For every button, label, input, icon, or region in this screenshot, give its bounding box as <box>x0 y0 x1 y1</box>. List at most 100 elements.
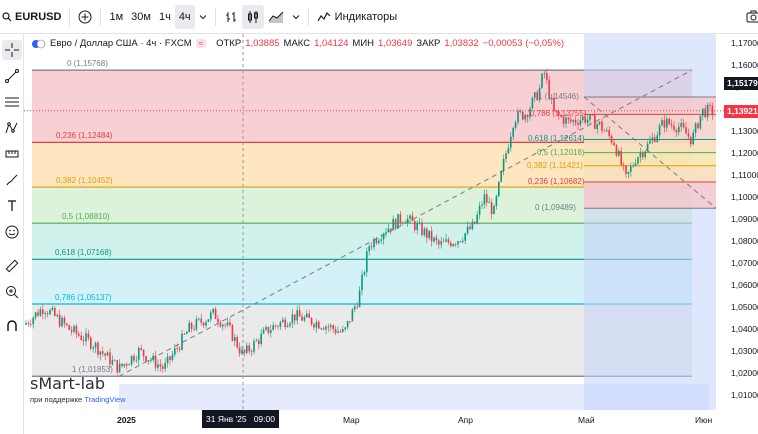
candle-down <box>58 315 61 327</box>
fib-level-label: 0,786 (1,05137) <box>55 292 112 302</box>
candle-up <box>320 328 322 330</box>
candle-down <box>673 125 675 130</box>
trendline-tool[interactable] <box>2 66 22 86</box>
time-axis[interactable]: 2025 31 Янв '25 09:00 Мар Апр Май Июн <box>24 410 724 434</box>
candle-down <box>274 325 277 327</box>
fib-level-label: 0,382 (1,10452) <box>56 176 113 186</box>
bar-style-button[interactable] <box>220 5 242 29</box>
forecast-tool[interactable] <box>2 144 22 164</box>
interval-4h[interactable]: 4ч <box>174 4 195 29</box>
candle-up <box>246 345 248 353</box>
candle-down <box>248 345 250 352</box>
area-button[interactable] <box>264 5 288 29</box>
candle-down <box>140 348 142 350</box>
candle-up <box>361 274 363 291</box>
chart-canvas[interactable] <box>24 34 724 410</box>
text-tool[interactable] <box>2 196 22 216</box>
fib-small-zone <box>584 96 716 115</box>
candle-down <box>430 230 433 242</box>
candle-down <box>114 360 116 361</box>
candle-down <box>411 215 414 222</box>
brush-tool[interactable] <box>2 170 22 190</box>
candle-up <box>279 322 282 327</box>
drawing-toolbar <box>0 34 24 434</box>
measure-tool[interactable] <box>2 256 22 276</box>
candle-down <box>567 117 570 120</box>
candle-up <box>565 117 567 124</box>
candle-up <box>303 317 306 321</box>
magnet-tool[interactable] <box>2 316 22 336</box>
candle-up <box>498 181 500 197</box>
candle-down <box>519 111 522 112</box>
fib-small-trendline <box>583 96 717 209</box>
candle-up <box>582 116 584 121</box>
candle-down <box>238 347 241 354</box>
candle-up <box>507 147 510 154</box>
pattern-tool[interactable] <box>2 118 22 138</box>
chart-pane[interactable] <box>24 34 724 410</box>
fib-small-level-label: 0,5 (1,12018) <box>537 147 585 157</box>
fib-small-zone <box>584 165 716 182</box>
candle-up <box>644 151 646 157</box>
price-tick: 1,11000 <box>731 170 758 180</box>
emoji-tool[interactable] <box>2 222 22 242</box>
price-tick: 1,05000 <box>731 302 758 312</box>
screenshot-button[interactable] <box>742 5 758 29</box>
interval-30m[interactable]: 30м <box>131 10 151 23</box>
low-label: МИН <box>352 38 375 49</box>
candle-down <box>178 348 181 350</box>
indicators-button[interactable]: Индикаторы <box>313 5 402 29</box>
candle-up <box>212 308 214 313</box>
candle-up <box>270 330 272 333</box>
crosshair-tool[interactable] <box>2 40 22 60</box>
fib-tool[interactable] <box>2 92 22 112</box>
candle-down <box>548 79 550 99</box>
candle-up <box>378 240 380 244</box>
candle-up <box>541 73 543 88</box>
candle-down <box>687 133 690 137</box>
compare-button[interactable] <box>74 5 96 29</box>
candle-down <box>202 322 205 326</box>
chart-type-dropdown[interactable] <box>288 5 304 29</box>
camera-icon <box>746 10 758 23</box>
candle-up <box>241 349 243 354</box>
fib-small-level-label: 1 (1,14546) <box>538 91 579 101</box>
ruler-range-icon <box>5 150 19 158</box>
candle-up <box>543 73 546 74</box>
price-tick: 1,16000 <box>731 60 758 70</box>
price-tick: 1,03000 <box>731 346 758 356</box>
time-label-jun: Июн <box>695 415 713 425</box>
candle-up <box>666 118 668 128</box>
candle-down <box>438 240 440 245</box>
candle-up <box>387 228 390 233</box>
candle-up <box>174 348 176 355</box>
symbol-search[interactable]: EURUSD <box>0 5 65 29</box>
alert-icon[interactable]: ≈ <box>195 39 207 48</box>
fib-zone <box>32 142 692 188</box>
candle-down <box>70 329 73 332</box>
candles-button[interactable] <box>241 4 264 29</box>
candle-up <box>589 114 591 120</box>
price-axis[interactable]: 1,170001,160001,150001,140001,130001,120… <box>724 34 758 434</box>
high-value: 1,04124 <box>314 38 349 49</box>
symbol-title[interactable]: Евро / Доллар США · 4ч · FXCM <box>50 38 192 49</box>
ruler-icon <box>5 259 19 273</box>
candle-down <box>243 349 246 353</box>
candle-up <box>428 230 430 238</box>
candle-down <box>224 324 226 326</box>
candle-down <box>193 328 195 330</box>
candle-up <box>483 194 486 205</box>
candle-up <box>289 323 291 326</box>
candle-up <box>51 307 54 311</box>
candle-down <box>454 244 457 245</box>
candle-up <box>166 356 169 363</box>
candle-down <box>145 356 147 362</box>
candle-down <box>642 152 644 157</box>
interval-1h[interactable]: 1ч <box>158 10 171 23</box>
zoom-tool[interactable] <box>2 282 22 302</box>
interval-1m[interactable]: 1м <box>109 10 124 23</box>
trendline-icon <box>5 69 19 83</box>
candle-down <box>54 307 56 316</box>
magnet-icon <box>7 320 17 331</box>
interval-dropdown[interactable] <box>195 5 211 29</box>
